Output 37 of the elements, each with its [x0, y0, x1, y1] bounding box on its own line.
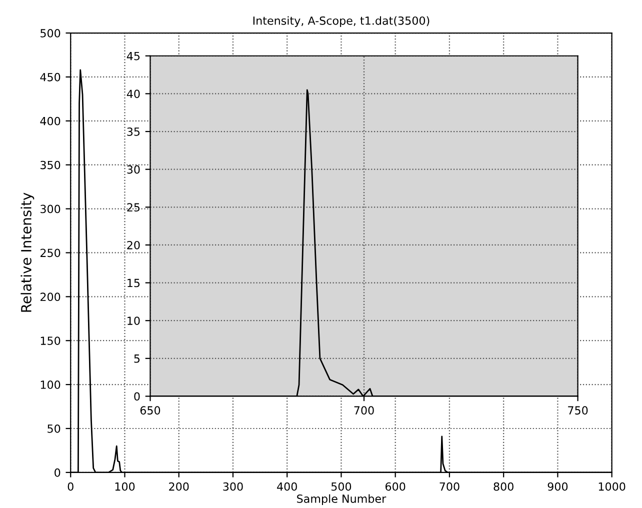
y-tick-label: 50 — [48, 424, 60, 433]
x-tick-label: 1000 — [598, 482, 626, 491]
x-tick-label: 750 — [568, 406, 588, 415]
x-axis-title: Sample Number — [297, 494, 386, 506]
y-tick-label: 350 — [40, 160, 60, 170]
y-tick-label: 30 — [127, 165, 140, 174]
y-tick-label: 45 — [126, 52, 140, 60]
y-tick-label: 15 — [128, 278, 140, 288]
y-tick-label: 0 — [134, 392, 140, 401]
y-tick-label: 300 — [40, 204, 60, 214]
y-tick-label: 150 — [40, 336, 60, 345]
y-tick-label: 450 — [40, 72, 60, 82]
x-tick-label: 600 — [386, 482, 406, 491]
x-tick-label: 0 — [68, 482, 74, 491]
chart-title: Intensity, A-Scope, t1.dat(3500) — [253, 16, 430, 27]
y-tick-label: 25 — [127, 203, 140, 212]
x-tick-label: 200 — [169, 482, 189, 491]
x-tick-label: 800 — [494, 482, 514, 491]
y-tick-label: 0 — [54, 468, 60, 477]
x-tick-label: 700 — [440, 482, 460, 491]
y-tick-label: 40 — [126, 90, 140, 98]
y-axis-title: Relative Intensity — [20, 192, 34, 312]
y-tick-label: 500 — [40, 28, 60, 38]
y-tick-label: 250 — [40, 248, 60, 258]
x-tick-label: 500 — [331, 482, 352, 491]
y-tick-label: 5 — [134, 354, 140, 363]
x-tick-label: 650 — [140, 406, 160, 415]
y-tick-label: 100 — [40, 380, 60, 389]
y-tick-label: 20 — [127, 240, 140, 250]
y-tick-label: 200 — [40, 292, 60, 302]
y-tick-label: 400 — [40, 116, 60, 126]
x-tick-label: 300 — [223, 482, 243, 491]
y-tick-label: 10 — [128, 316, 140, 325]
x-tick-label: 900 — [548, 482, 568, 491]
x-tick-label: 400 — [277, 482, 297, 491]
y-tick-label: 35 — [127, 127, 140, 136]
x-tick-label: 700 — [354, 406, 374, 415]
